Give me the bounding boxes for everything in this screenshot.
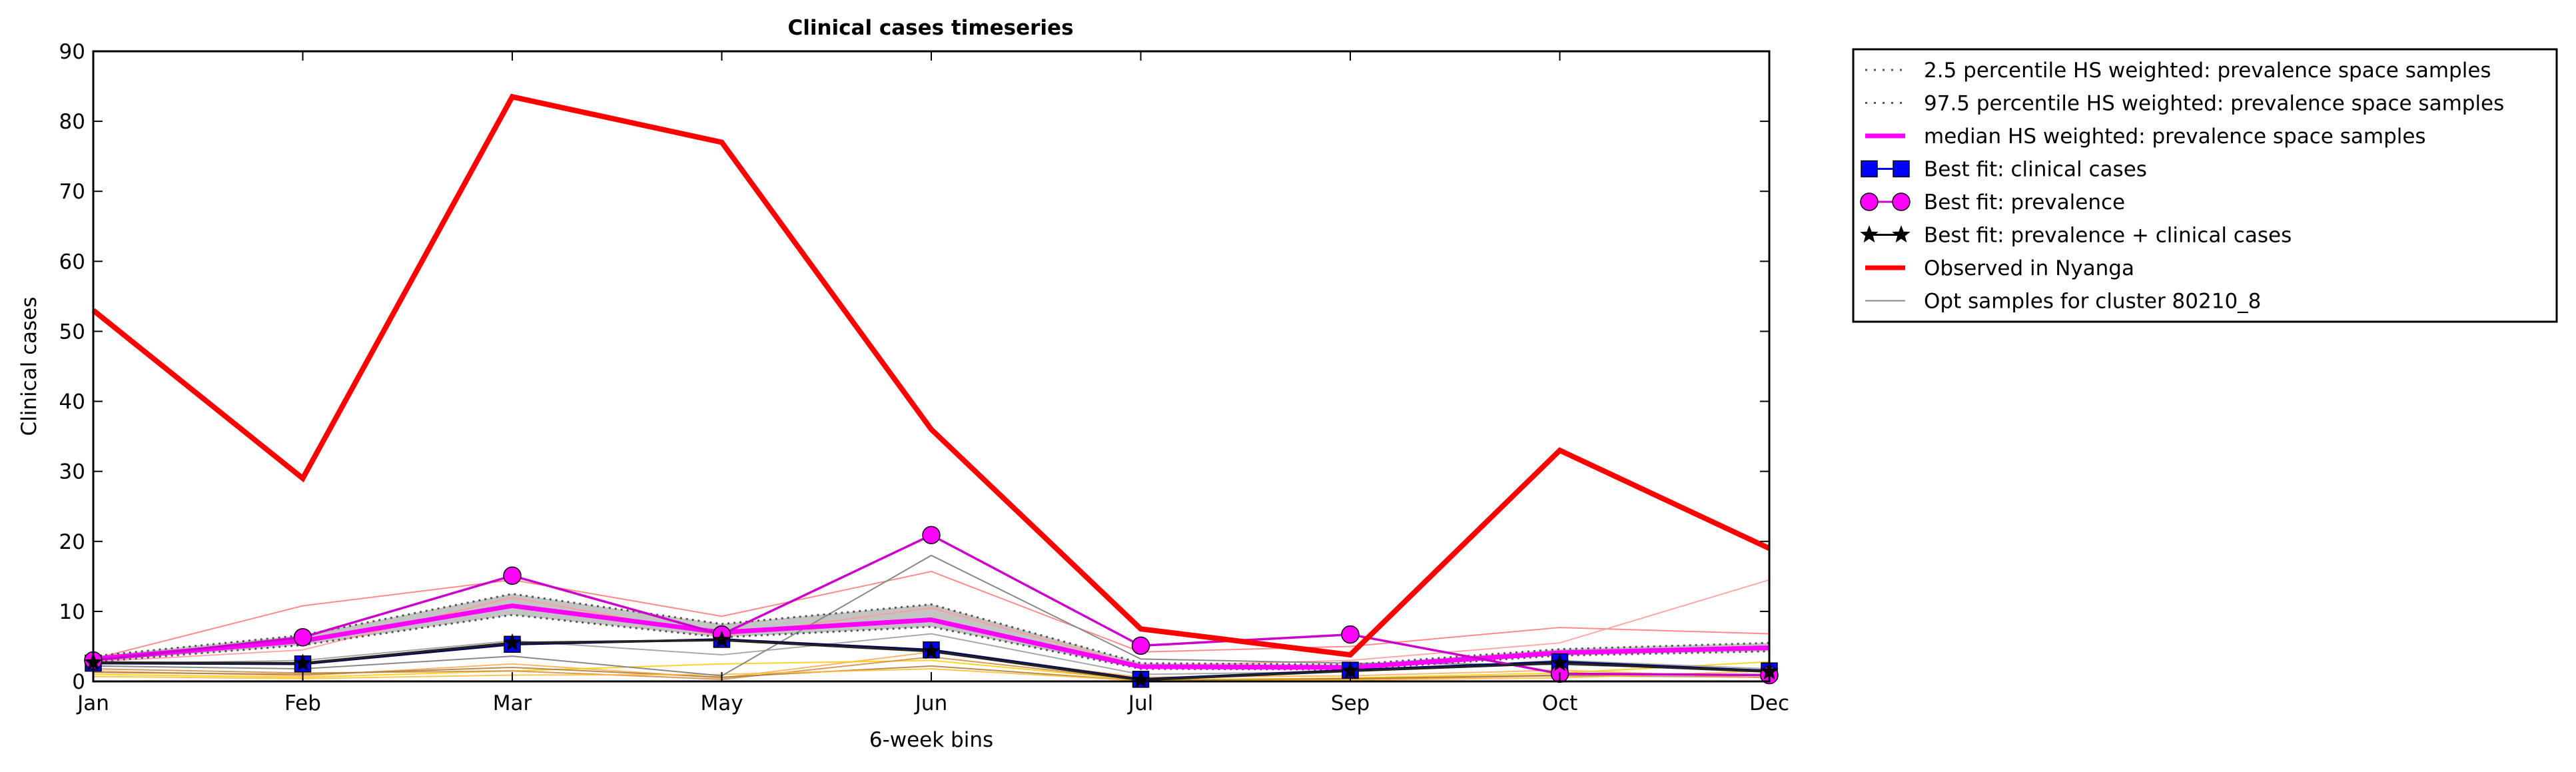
y-tick-label: 30 — [59, 460, 85, 484]
legend-label: Best fit: prevalence + clinical cases — [1924, 224, 2292, 248]
sample-line-2 — [93, 579, 1770, 667]
legend-label: Observed in Nyanga — [1924, 256, 2134, 280]
x-tick-label: Oct — [1542, 691, 1578, 715]
combined-fit-marker-7 — [1550, 653, 1569, 671]
y-tick-label: 40 — [59, 390, 85, 414]
plot-area — [84, 93, 1779, 688]
observed-line — [91, 93, 1771, 658]
percentile-band — [93, 593, 1769, 670]
x-tick-label: Jan — [76, 691, 109, 715]
prevalence-fit-marker-legend-b — [1892, 193, 1911, 211]
legend-label: Best fit: clinical cases — [1924, 158, 2147, 182]
y-tick-label: 80 — [59, 110, 85, 134]
legend-entry: median HS weighted: prevalence space sam… — [1865, 125, 2426, 149]
combined-fit-marker-legend-a — [1860, 225, 1879, 243]
legend: 2.5 percentile HS weighted: prevalence s… — [1852, 48, 2558, 323]
legend-entry: 97.5 percentile HS weighted: prevalence … — [1865, 92, 2504, 116]
x-tick-label: Mar — [493, 691, 532, 715]
y-tick-label: 70 — [59, 180, 85, 204]
y-tick-label: 50 — [59, 320, 85, 344]
x-tick-label: Jul — [1127, 691, 1153, 715]
legend-label: Best fit: prevalence — [1924, 191, 2125, 214]
plot-frame — [92, 50, 1771, 683]
x-tick-label: Sep — [1331, 691, 1370, 715]
legend-entry: Opt samples for cluster 80210_8 — [1865, 290, 2261, 314]
legend-entry: Best fit: prevalence — [1860, 191, 2125, 214]
legend-entry: 2.5 percentile HS weighted: prevalence s… — [1865, 59, 2491, 83]
legend-entry: Observed in Nyanga — [1865, 256, 2134, 280]
prevalence-fit-marker-1 — [293, 628, 312, 647]
y-tick-label: 0 — [72, 670, 85, 694]
legend-entry: Best fit: clinical cases — [1861, 158, 2147, 182]
clinical-fit-marker-legend-a — [1861, 160, 1878, 178]
combined-fit-marker-1 — [293, 653, 312, 671]
x-tick-label: Feb — [284, 691, 321, 715]
x-axis-label: 6-week bins — [869, 728, 993, 752]
prevalence-fit-marker-6 — [1341, 625, 1360, 644]
y-tick-label: 90 — [59, 40, 85, 64]
prevalence-fit-marker-2 — [503, 566, 522, 585]
combined-fit-marker-3 — [712, 630, 731, 648]
x-tick-label: Jun — [914, 691, 947, 715]
y-axis: 0 10 20 30 40 50 60 70 80 90 — [59, 40, 1769, 694]
combined-fit-marker-legend-b — [1892, 225, 1911, 243]
combined-fit-marker-4 — [922, 641, 941, 659]
x-axis: Jan Feb Mar May Jun Jul Sep Oct Dec — [76, 51, 1789, 715]
percentile-97-5-line — [93, 593, 1770, 666]
y-tick-label: 10 — [59, 600, 85, 624]
clinical-fit-marker-legend-b — [1893, 160, 1910, 178]
sample-line-4 — [93, 659, 1770, 681]
legend-label: median HS weighted: prevalence space sam… — [1924, 125, 2426, 149]
sample-line-7 — [93, 665, 1770, 681]
prevalence-fit-marker-5 — [1131, 636, 1150, 655]
x-tick-label: Dec — [1749, 691, 1789, 715]
combined-fit-marker-2 — [503, 633, 522, 651]
y-tick-label: 60 — [59, 250, 85, 274]
sample-line-8 — [93, 668, 1770, 681]
legend-frame — [1852, 48, 2558, 323]
sample-line-1 — [93, 570, 1770, 660]
chart-title: Clinical cases timeseries — [787, 16, 1073, 40]
y-tick-label: 20 — [59, 530, 85, 554]
legend-entry: Best fit: prevalence + clinical cases — [1860, 224, 2292, 248]
prevalence-fit-marker-4 — [922, 526, 941, 545]
legend-label: 2.5 percentile HS weighted: prevalence s… — [1924, 59, 2491, 83]
median-line — [93, 603, 1770, 670]
y-axis-label: Clinical cases — [17, 296, 41, 436]
x-tick-label: May — [700, 691, 743, 715]
prevalence-fit-marker-legend-a — [1860, 193, 1879, 211]
legend-label: 97.5 percentile HS weighted: prevalence … — [1924, 92, 2504, 116]
legend-label: Opt samples for cluster 80210_8 — [1924, 290, 2261, 314]
